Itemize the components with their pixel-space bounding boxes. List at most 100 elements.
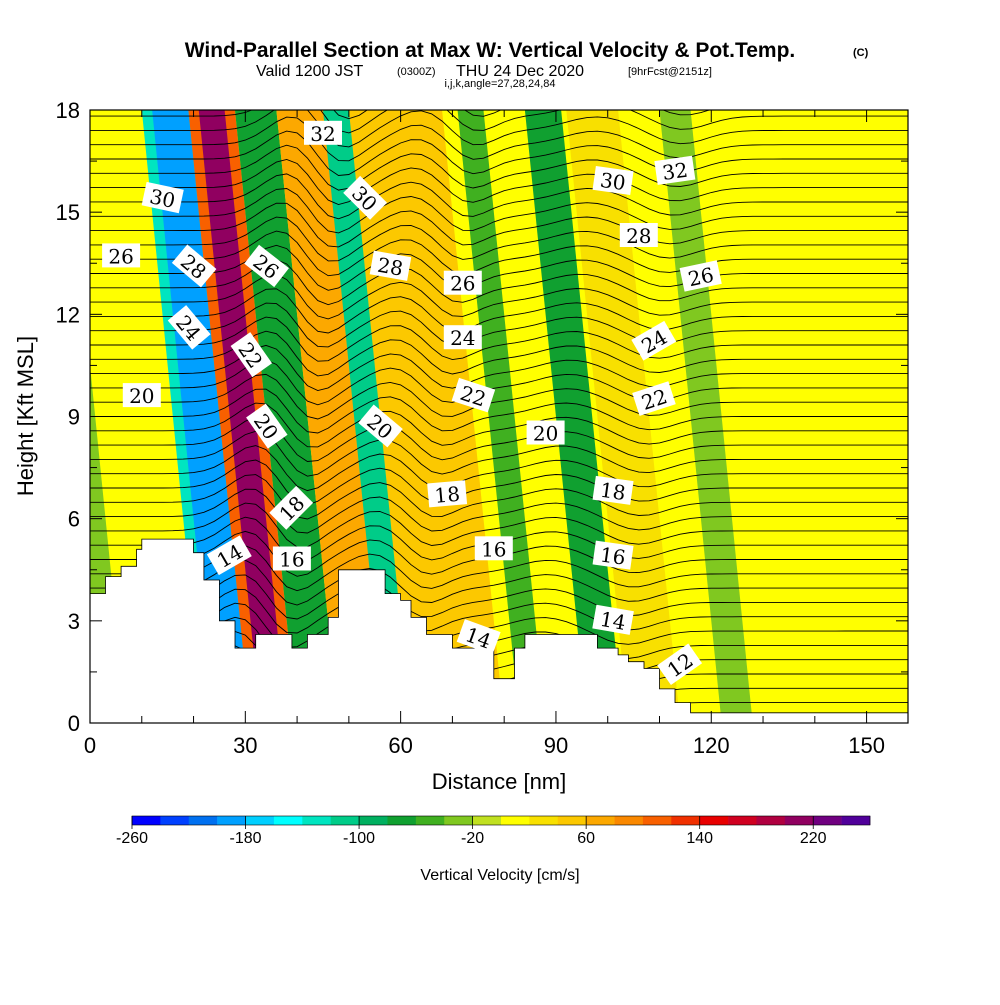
isentrope-line	[90, 488, 908, 534]
isentrope-line	[90, 388, 908, 434]
isentrope-line	[90, 344, 908, 391]
isentrope-line	[90, 130, 908, 176]
isentrope-label: 16	[272, 546, 311, 572]
isentrope-label-text: 26	[686, 263, 716, 292]
isentrope-line	[90, 416, 908, 462]
isentrope-line	[90, 459, 908, 506]
y-tick-label: 15	[56, 200, 80, 225]
x-tick-label: 0	[84, 733, 96, 758]
isentrope-line	[90, 173, 908, 220]
isentrope-label-box	[230, 332, 273, 378]
isentrope-label-box	[269, 485, 314, 530]
isentrope-label-text: 20	[533, 422, 558, 446]
isentrope-label-box	[631, 320, 677, 361]
isentrope-label: 26	[679, 260, 722, 292]
isentrope-line	[90, 230, 908, 277]
band-right-weak	[659, 110, 753, 723]
isentrope-label: 32	[654, 155, 696, 185]
isentrope-label-box	[451, 377, 496, 413]
colorbar-swatch	[387, 816, 417, 825]
colorbar-swatch	[444, 816, 473, 825]
isentrope-label: 18	[427, 480, 468, 508]
isentrope-line	[90, 244, 908, 291]
colorbar-swatch	[501, 816, 530, 825]
isentrope-line	[90, 359, 908, 406]
isentrope-label-box	[592, 604, 634, 635]
y-axis-label: Height [Kft MSL]	[13, 336, 38, 496]
isentrope-label-text: 30	[599, 168, 628, 195]
colorbar-swatch	[784, 816, 814, 825]
isentrope-line	[90, 110, 908, 148]
isentrope-label: 26	[443, 270, 482, 296]
isentrope-line	[90, 474, 908, 520]
isentrope-label-text: 28	[376, 253, 405, 281]
valid-date: THU 24 Dec 2020	[456, 63, 584, 80]
isentrope-label-box	[592, 165, 634, 196]
isentrope-label: 30	[592, 165, 634, 196]
colorbar-swatch	[132, 816, 161, 825]
y-axis: 0 3 6 9 12 15 18	[56, 98, 908, 736]
y-tick-label: 6	[68, 507, 80, 532]
isentrope-label-box	[206, 535, 252, 576]
isentrope-label-box	[102, 243, 141, 268]
y-tick-label: 3	[68, 609, 80, 634]
colorbar-swatch	[188, 816, 218, 825]
x-tick-label: 120	[693, 733, 730, 758]
colorbar-swatch	[330, 816, 360, 825]
colorbar-swatch	[415, 816, 445, 825]
isentrope-label-box	[679, 260, 722, 292]
chart-subtitle: Valid 1200 JST (0300Z) THU 24 Dec 2020 […	[256, 63, 712, 80]
isentrope-label-box	[244, 244, 289, 288]
colorbar-swatch	[728, 816, 757, 825]
isentrope-label-text: 28	[626, 224, 651, 248]
isentrope-label-text: 32	[310, 122, 335, 146]
colorbar-tick-label: -260	[116, 830, 148, 847]
band-updraft-core	[198, 110, 287, 723]
terrain-mask	[90, 538, 908, 723]
isentrope-label: 28	[619, 223, 658, 248]
isentrope-line	[90, 288, 908, 334]
x-axis: 0 30 60 90 120 150	[84, 110, 885, 758]
isentrope-label: 20	[122, 383, 161, 408]
x-tick-label: 30	[233, 733, 257, 758]
forecast-info: [9hrFcst@2151z]	[628, 66, 712, 78]
isentrope-label-box	[246, 403, 288, 449]
isentrope-label-text: 18	[433, 482, 460, 508]
isentrope-label: 32	[304, 120, 342, 146]
isentrope-line	[90, 430, 908, 477]
isentrope-label: 30	[141, 181, 184, 214]
isentrope-label-text: 18	[599, 478, 628, 505]
band-downdraft-far	[457, 110, 546, 723]
isentrope-label-text: 20	[129, 384, 154, 408]
isentrope-label-box	[443, 325, 482, 350]
isentrope-label-box	[167, 305, 211, 350]
isentrope-label: 14	[592, 604, 634, 635]
isentrope-label-box	[141, 181, 184, 214]
isentrope-label-text: 16	[481, 537, 506, 561]
isentrope-label-text: 16	[599, 542, 628, 569]
isentrope-label: 24	[443, 325, 482, 350]
isentrope-line	[90, 316, 908, 362]
chart-title: Wind-Parallel Section at Max W: Vertical…	[185, 39, 796, 62]
y-tick-label: 9	[68, 405, 80, 430]
isentrope-label-box	[427, 480, 468, 508]
colorbar-tick-label: -180	[230, 830, 262, 847]
isentrope-label-text: 32	[661, 158, 690, 185]
isentrope-line	[90, 502, 908, 548]
isentrope-line	[90, 273, 908, 320]
isentrope-line	[90, 259, 908, 306]
isentrope-label-box	[343, 175, 388, 220]
isentrope-label: 20	[358, 404, 403, 448]
isentrope-label: 26	[102, 243, 141, 268]
copyright-mark: (C)	[853, 47, 869, 59]
isentrope-label: 28	[369, 250, 412, 281]
isentrope-label-box	[122, 383, 161, 408]
isentrope-label: 20	[526, 420, 565, 446]
colorbar-swatch	[529, 816, 559, 825]
y-tick-label: 12	[56, 302, 80, 327]
isentrope-label-box	[171, 244, 217, 288]
isentrope-label-box	[526, 420, 565, 445]
isentrope-line	[90, 402, 908, 448]
